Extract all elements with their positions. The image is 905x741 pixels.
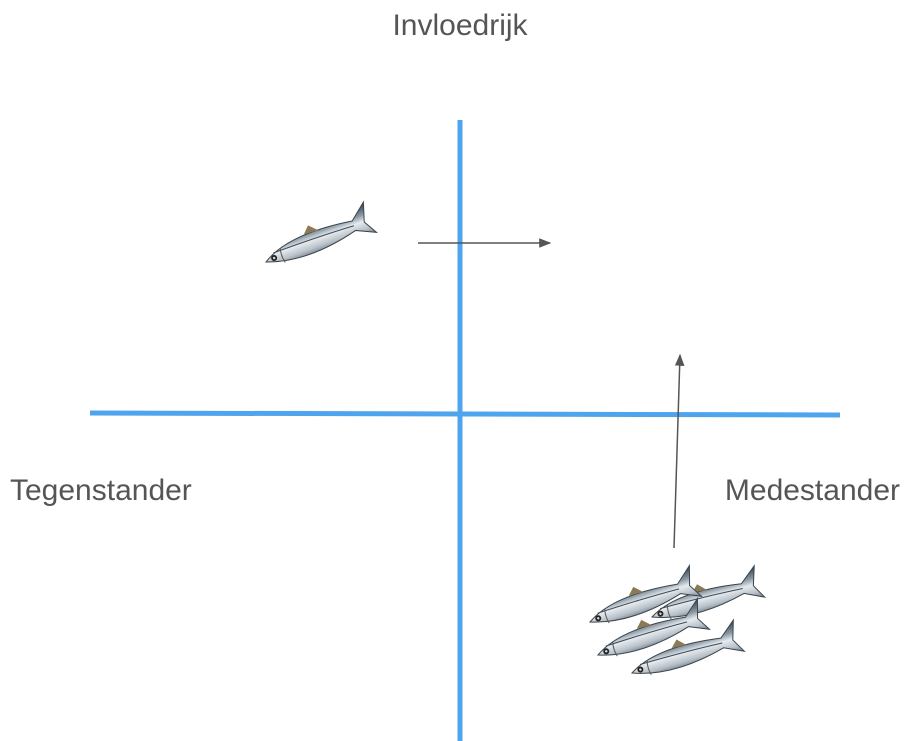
stakeholder-diagram: Invloedrijk Tegenstander Medestander [0, 0, 905, 741]
arrow-up [674, 355, 680, 548]
page: {"top_label": "Invloedrijk", "left_label… [0, 0, 905, 741]
left-label: Tegenstander [10, 474, 192, 507]
top-label: Invloedrijk [392, 9, 528, 42]
fish [258, 201, 376, 271]
horizontal-axis [90, 413, 840, 415]
right-label: Medestander [725, 474, 900, 507]
